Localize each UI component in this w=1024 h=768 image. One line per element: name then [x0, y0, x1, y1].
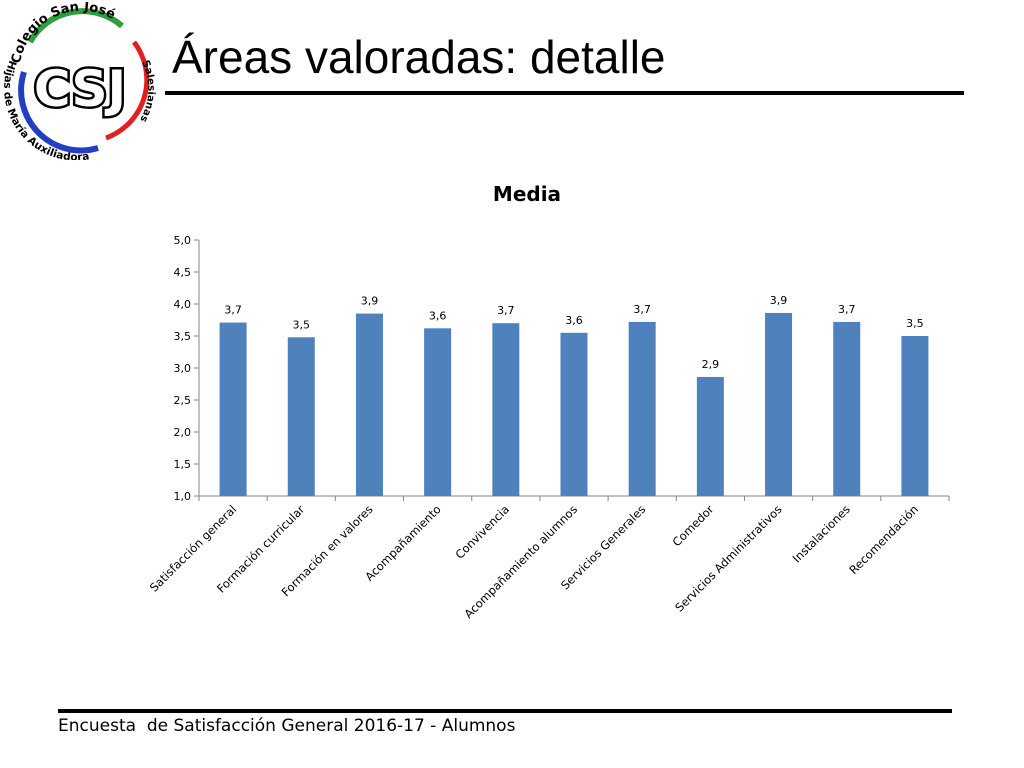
bar — [765, 312, 793, 496]
y-axis: 1,0 1,5 2,0 2,5 3,0 3,5 4,0 4,5 5,0 — [174, 234, 950, 503]
y-tick-label: 5,0 — [174, 234, 192, 247]
category-label: Acompañamiento alumnos — [461, 502, 580, 621]
data-label: 3,9 — [361, 295, 379, 308]
data-label: 3,6 — [565, 314, 583, 327]
category-label: Convivencia — [452, 502, 511, 561]
svg-text:Salesianas: Salesianas — [137, 59, 156, 124]
y-tick-label: 4,0 — [174, 298, 192, 311]
y-tick-label: 1,0 — [174, 490, 192, 503]
bar — [424, 328, 452, 496]
y-tick-label: 3,0 — [174, 362, 192, 375]
bar — [696, 376, 724, 496]
data-label: 3,6 — [429, 309, 447, 322]
slide-title: Áreas valoradas: detalle — [172, 31, 666, 83]
footer-divider — [58, 709, 952, 713]
y-tick-label: 1,5 — [174, 458, 192, 471]
category-label: Comedor — [670, 502, 717, 549]
chart-title: Media — [493, 182, 561, 206]
bar — [287, 337, 315, 496]
data-label: 3,7 — [838, 303, 856, 316]
bar-chart: Media 1,0 1,5 2,0 2,5 3,0 3,5 4,0 4,5 5,0 3,7 3,5… — [130, 170, 950, 640]
data-label: 3,7 — [497, 304, 515, 317]
school-logo: Colegio San José Salesianas Hijas de Mar… — [1, 0, 160, 164]
logo-red-arc — [105, 40, 150, 141]
title-divider — [165, 91, 964, 95]
footer-text: Encuesta de Satisfacción General 2016-17… — [58, 716, 516, 736]
bar — [628, 321, 656, 496]
bar — [219, 322, 247, 496]
data-label: 3,5 — [906, 317, 924, 330]
logo-blue-arc — [18, 71, 99, 154]
category-label: Acompañamiento — [362, 502, 443, 583]
logo-green-arc — [27, 8, 124, 44]
y-tick-label: 2,5 — [174, 394, 192, 407]
data-label: 3,7 — [224, 304, 242, 317]
y-tick-label: 3,5 — [174, 330, 192, 343]
bar — [833, 321, 861, 496]
data-label: 2,9 — [702, 358, 720, 371]
logo-top-text: Colegio San José — [9, 0, 118, 65]
svg-text:Colegio San José: Colegio San José — [9, 2, 118, 65]
bar — [355, 313, 383, 496]
data-label: 3,9 — [770, 294, 788, 307]
data-label: 3,5 — [293, 318, 311, 331]
logo-side-text: Salesianas — [137, 59, 156, 124]
category-label: Instalaciones — [790, 502, 853, 565]
data-label: 3,7 — [633, 303, 651, 316]
logo-monogram: CSJ — [34, 60, 126, 118]
bar — [901, 336, 929, 496]
bar — [492, 323, 520, 496]
y-tick-label: 4,5 — [174, 266, 192, 279]
category-label: Recomendación — [846, 502, 921, 577]
bar — [560, 332, 588, 496]
bars — [219, 312, 929, 496]
data-labels: 3,7 3,5 3,9 3,6 3,7 3,6 3,7 2,9 3,9 3,7 3,5 — [224, 294, 923, 371]
chart-canvas: Media 1,0 1,5 2,0 2,5 3,0 3,5 4,0 4,5 5,0 3,7 3,5… — [147, 182, 950, 621]
y-tick-label: 2,0 — [174, 426, 192, 439]
